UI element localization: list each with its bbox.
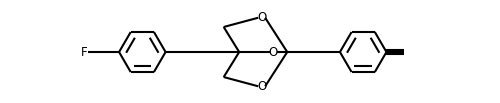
Text: F: F (81, 46, 87, 59)
Text: O: O (257, 11, 266, 24)
Text: O: O (257, 80, 266, 93)
Text: O: O (268, 46, 278, 59)
